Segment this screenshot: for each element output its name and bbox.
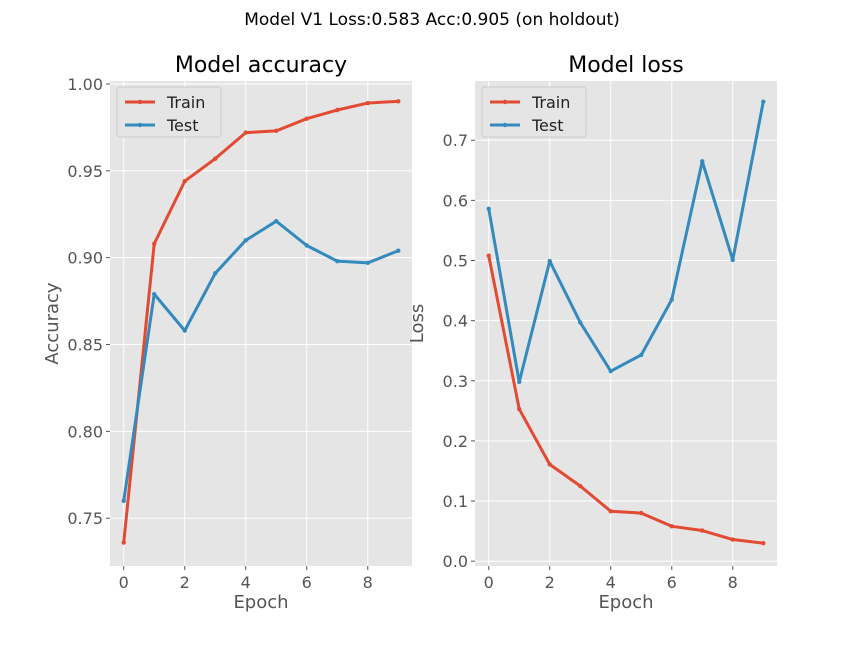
y-tick-label: 0.75 [67,509,103,528]
series-line-test [122,219,400,503]
x-tick-label: 8 [728,573,738,592]
legend-marker-test [137,122,143,128]
y-axis-label: Accuracy [42,282,63,365]
data-point-train [700,528,705,533]
x-tick-label: 2 [180,573,190,592]
series-line-test [487,100,765,384]
y-axis-label: Loss [407,304,428,343]
data-point-test [365,260,370,266]
data-point-test [243,238,248,243]
data-point-train [639,510,644,516]
y-tick-label: 0.85 [67,336,103,355]
data-point-test [700,159,705,164]
x-tick-label: 2 [545,573,555,592]
legend-marker-test [502,122,508,128]
y-tick-label: 0.6 [443,191,468,210]
data-point-train [152,241,157,246]
data-point-test [608,368,613,374]
data-point-train [761,540,766,546]
loss-chart: 0.0 0.1 0.2 0.3 0.4 0.5 0.6 0.7 0 2 4 6 8 Model loss E… [407,53,777,613]
data-point-train [486,253,491,258]
y-tick-label: 0.2 [443,432,468,451]
legend-marker-train [502,99,508,105]
x-tick-label: 6 [302,573,312,592]
figure-suptitle: Model V1 Loss:0.583 Acc:0.905 (on holdou… [244,10,620,30]
y-tick-label: 0.7 [443,131,468,150]
y-tick-label: 1.00 [67,75,103,94]
legend-marker-train [137,99,143,105]
data-point-test [152,291,157,297]
legend-label-train: Train [531,93,570,112]
data-point-train [182,179,187,184]
data-point-test [213,271,218,276]
data-point-train [669,524,674,529]
data-point-train [517,406,522,412]
data-point-test [335,258,340,264]
x-tick-label: 6 [667,573,677,592]
y-tick-label: 0.0 [443,552,468,571]
chart-title: Model accuracy [175,53,347,78]
x-axis-label: Epoch [598,592,653,613]
plot-background [110,81,412,566]
data-point-test [517,379,522,385]
y-tick-label: 0.4 [443,312,468,331]
data-point-test [396,248,401,253]
x-tick-label: 0 [484,573,494,592]
chart-title: Model loss [568,53,684,78]
data-point-test [121,498,126,504]
data-point-train [730,537,735,542]
data-point-train [608,509,613,514]
data-point-test [669,297,674,302]
x-tick-label: 4 [241,573,251,592]
data-point-train [274,128,279,134]
series-line-train [122,99,400,545]
data-point-train [396,99,401,104]
data-point-train [578,483,583,489]
data-point-test [761,99,766,104]
y-tick-label: 0.80 [67,422,103,441]
data-point-train [365,100,370,106]
legend-label-test: Test [531,116,564,135]
data-point-train [243,130,248,135]
y-tick-label: 0.90 [67,249,103,268]
y-tick-label: 0.95 [67,162,103,181]
data-point-train [547,462,552,467]
x-tick-label: 8 [363,573,373,592]
data-point-train [213,156,218,161]
legend-label-train: Train [166,93,205,112]
data-point-train [304,116,309,121]
x-tick-label: 0 [119,573,129,592]
x-tick-label: 4 [606,573,616,592]
data-point-train [335,107,340,113]
y-tick-label: 0.1 [443,492,468,511]
data-point-test [304,243,309,248]
data-point-test [578,320,583,325]
series-line-train [487,254,765,545]
data-point-test [730,257,735,263]
data-point-train [121,540,126,545]
data-point-test [182,328,187,333]
data-point-test [639,352,644,358]
data-point-test [547,258,552,264]
data-point-test [486,206,491,211]
y-tick-label: 0.5 [443,252,468,271]
legend-label-test: Test [166,116,199,135]
y-tick-label: 0.3 [443,372,468,391]
accuracy-chart: 0.75 0.80 0.85 0.90 0.95 1.00 0 2 4 6 8 Model accur… [42,53,412,613]
data-point-test [274,218,279,224]
plot-background [475,81,777,566]
x-axis-label: Epoch [233,592,288,613]
